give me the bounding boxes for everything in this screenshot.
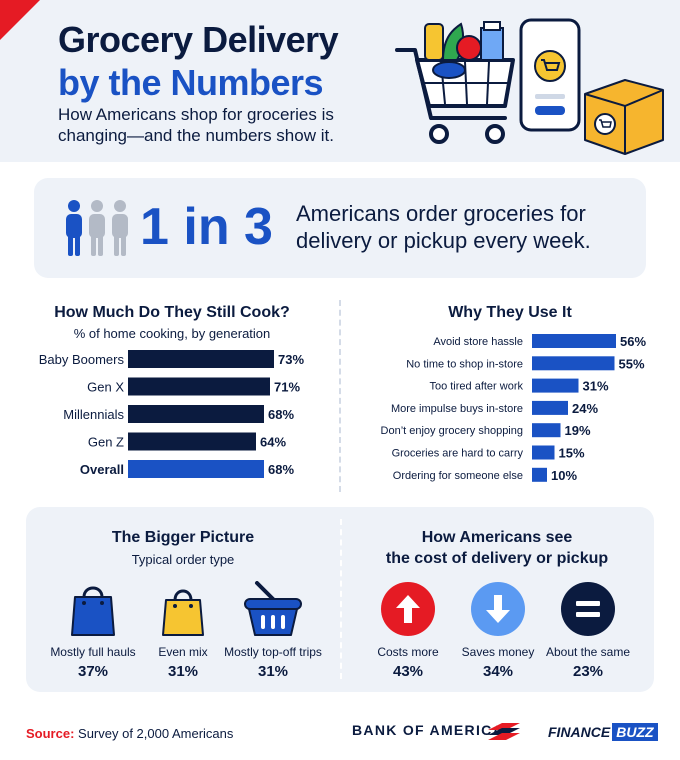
bottom-panel: The Bigger Picture Typical order type Mo… xyxy=(26,507,654,692)
header-illustration xyxy=(395,18,664,155)
why-bar xyxy=(532,467,547,482)
yellow-shopping-bag-icon xyxy=(162,589,204,636)
cook-bar xyxy=(128,377,270,396)
stat-banner: 1 in 3 Americans order groceries for del… xyxy=(34,178,646,278)
order-type-top-off: Mostly top-off trips 31% xyxy=(218,579,328,680)
shopping-basket-icon xyxy=(244,581,302,636)
cook-value-label: 71% xyxy=(274,380,300,395)
why-bar xyxy=(532,445,555,460)
why-category-label: Don’t enjoy grocery shopping xyxy=(381,425,523,437)
phone-icon xyxy=(519,18,581,132)
source-label: Source: xyxy=(26,726,75,741)
cost-label: Costs more xyxy=(377,645,439,659)
bigger-picture-subtitle: Typical order type xyxy=(131,552,235,567)
cost-value: 43% xyxy=(392,663,424,680)
why-bar xyxy=(532,400,568,415)
why-category-label: Groceries are hard to carry xyxy=(392,448,524,460)
bigger-picture-title: The Bigger Picture xyxy=(111,529,255,546)
order-type-value: 31% xyxy=(257,663,289,680)
financebuzz-logo-part1: FINANCE xyxy=(548,724,611,740)
cost-costs-more: Costs more 43% xyxy=(353,579,463,680)
why-value-label: 15% xyxy=(559,446,585,461)
why-category-label: Too tired after work xyxy=(429,381,523,393)
why-category-label: More impulse buys in-store xyxy=(391,403,523,415)
blue-shopping-bag-icon xyxy=(71,586,115,636)
cost-value: 34% xyxy=(482,663,514,680)
why-chart-title: Why They Use It xyxy=(448,304,572,321)
page-subtitle: How Americans shop for groceries is chan… xyxy=(58,105,334,145)
cost-view-title: How Americans see the cost of delivery o… xyxy=(340,527,654,569)
why-value-label: 55% xyxy=(619,356,645,371)
why-bar xyxy=(532,378,579,393)
cook-category-label: Overall xyxy=(80,462,124,477)
source-note: Source: Survey of 2,000 Americans xyxy=(26,726,233,741)
cook-chart-title: How Much Do They Still Cook? xyxy=(54,304,290,321)
why-value-label: 56% xyxy=(620,334,646,349)
bottom-divider xyxy=(340,519,342,679)
arrow-up-icon xyxy=(381,582,435,636)
why-category-label: Avoid store hassle xyxy=(433,336,523,348)
cook-bar xyxy=(128,350,274,368)
cook-chart-subtitle: % of home cooking, by generation xyxy=(73,326,271,341)
cost-label: About the same xyxy=(545,645,631,659)
arrow-down-icon xyxy=(471,582,525,636)
why-bar xyxy=(532,356,615,371)
stat-text: Americans order groceries for delivery o… xyxy=(296,201,591,253)
why-category-label: No time to shop in-store xyxy=(406,358,523,370)
title-line-1: Grocery Delivery xyxy=(58,19,339,60)
corner-accent xyxy=(0,0,40,40)
cook-value-label: 68% xyxy=(268,407,294,422)
header: Grocery Delivery by the Numbers How Amer… xyxy=(0,0,680,162)
cook-bar xyxy=(128,405,264,423)
order-type-even-mix: Even mix 31% xyxy=(128,579,238,680)
why-value-label: 10% xyxy=(551,468,577,483)
footer: Source: Survey of 2,000 Americans BANK O… xyxy=(0,706,680,760)
why-chart: Avoid store hassle 56% No time to shop in-… xyxy=(381,334,646,483)
why-value-label: 24% xyxy=(572,401,598,416)
order-type-label: Mostly top-off trips xyxy=(224,645,322,659)
cost-about-same: About the same 23% xyxy=(533,579,643,680)
cook-value-label: 64% xyxy=(260,435,286,450)
why-category-label: Ordering for someone else xyxy=(393,470,523,482)
cost-saves-money: Saves money 34% xyxy=(443,579,553,680)
cook-bar xyxy=(128,432,256,451)
cost-value: 23% xyxy=(572,663,604,680)
flag-logo-icon xyxy=(488,723,520,740)
title-line-2: by the Numbers xyxy=(58,62,324,103)
bank-of-america-logo: BANK OF AMERICA xyxy=(352,722,504,738)
order-type-full-hauls: Mostly full hauls 37% xyxy=(38,579,148,680)
why-bar xyxy=(532,334,616,348)
stat-number: 1 in 3 xyxy=(140,198,273,256)
why-value-label: 31% xyxy=(583,379,609,394)
order-type-value: 31% xyxy=(167,663,199,680)
why-bar xyxy=(532,423,561,438)
cook-value-label: 73% xyxy=(278,352,304,367)
cook-category-label: Gen X xyxy=(87,380,124,395)
cook-category-label: Baby Boomers xyxy=(39,352,125,367)
why-value-label: 19% xyxy=(565,423,591,438)
people-icon xyxy=(66,200,128,256)
financebuzz-logo: FINANCE BUZZ xyxy=(544,722,662,742)
order-type-label: Mostly full hauls xyxy=(50,645,136,659)
cost-label: Saves money xyxy=(461,645,535,659)
order-type-value: 37% xyxy=(77,663,109,680)
delivery-box-icon xyxy=(584,79,664,155)
cost-view-title-line-1: How Americans see xyxy=(421,529,573,546)
page-title: Grocery Delivery by the Numbers xyxy=(58,18,339,104)
source-text: Survey of 2,000 Americans xyxy=(74,726,234,741)
cook-category-label: Millennials xyxy=(63,407,124,422)
cook-bar xyxy=(128,460,264,478)
equals-icon xyxy=(561,582,615,636)
cost-view-title-line-2: the cost of delivery or pickup xyxy=(385,550,609,567)
section-divider xyxy=(339,300,341,492)
cook-value-label: 68% xyxy=(268,462,294,477)
financebuzz-logo-part2: BUZZ xyxy=(612,723,658,741)
shopping-cart-icon xyxy=(395,21,515,144)
order-type-label: Even mix xyxy=(158,645,208,659)
cook-chart: Baby Boomers 73% Gen X 71% Millennials 68% Gen… xyxy=(39,350,304,478)
cook-category-label: Gen Z xyxy=(88,435,124,450)
